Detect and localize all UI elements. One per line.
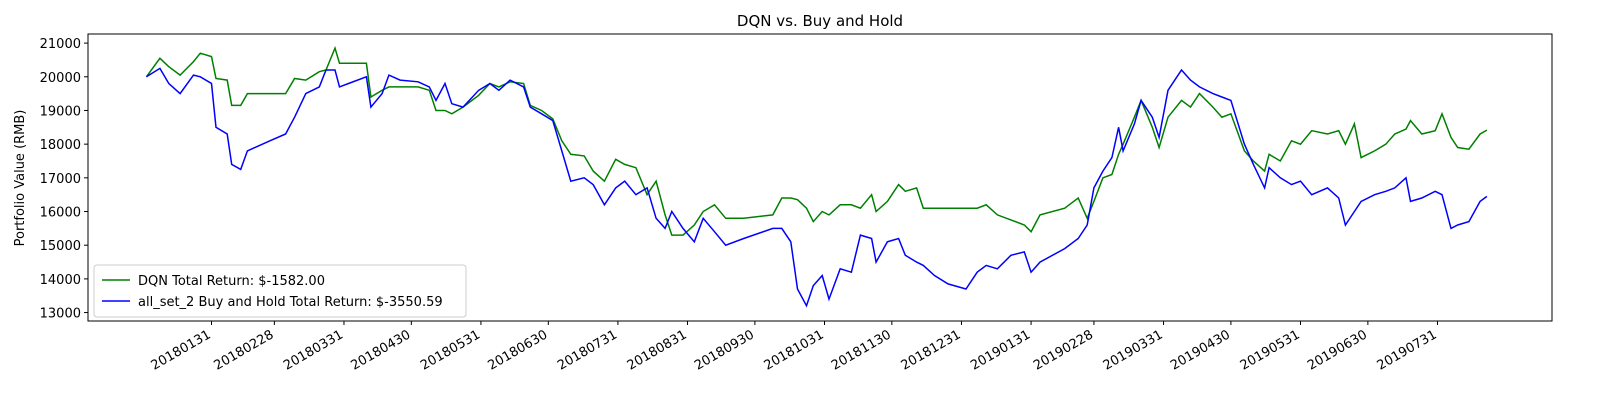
y-tick-label: 18000 [40, 138, 81, 153]
y-tick-label: 17000 [40, 172, 81, 187]
x-tick-label: 20180430 [349, 327, 414, 373]
x-tick-label: 20180131 [149, 327, 214, 373]
y-tick-label: 21000 [40, 37, 81, 52]
x-tick-label: 20180331 [281, 327, 346, 373]
x-tick-label: 20181231 [899, 327, 964, 373]
x-tick-label: 20190731 [1375, 327, 1440, 373]
y-tick-label: 14000 [40, 273, 81, 288]
legend-label: all_set_2 Buy and Hold Total Return: $-3… [138, 295, 443, 310]
y-tick-label: 15000 [40, 239, 81, 254]
y-tick-label: 13000 [40, 307, 81, 322]
legend-box [93, 264, 467, 318]
x-tick-label: 20180831 [625, 327, 690, 373]
x-tick-label: 20190630 [1305, 327, 1370, 373]
x-tick-label: 20180731 [555, 327, 620, 373]
x-tick-label: 20190228 [1031, 327, 1096, 373]
x-tick-label: 20180531 [418, 327, 483, 373]
y-tick-label: 19000 [40, 104, 81, 119]
x-tick-label: 20181031 [762, 327, 827, 373]
series-line [146, 67, 1488, 308]
x-tick-label: 20180630 [486, 327, 551, 373]
x-tick-label: 20190531 [1238, 327, 1303, 373]
x-tick-label: 20180228 [212, 327, 277, 373]
y-tick-label: 16000 [40, 206, 81, 221]
x-tick-label: 20190131 [968, 327, 1033, 373]
chart-title: DQN vs. Buy and Hold [737, 12, 903, 30]
y-tick-label: 20000 [40, 71, 81, 86]
x-tick-label: 20181130 [829, 327, 894, 373]
x-tick-label: 20180930 [692, 327, 757, 373]
series-line [145, 45, 1488, 236]
legend: DQN Total Return: $-1582.00 all_set_2 Buy… [93, 264, 467, 318]
x-tick-label: 20190331 [1101, 327, 1166, 373]
legend-label: DQN Total Return: $-1582.00 [138, 274, 325, 289]
y-axis-label: Portfolio Value (RMB) [13, 110, 28, 247]
x-tick-label: 20190430 [1168, 327, 1233, 373]
